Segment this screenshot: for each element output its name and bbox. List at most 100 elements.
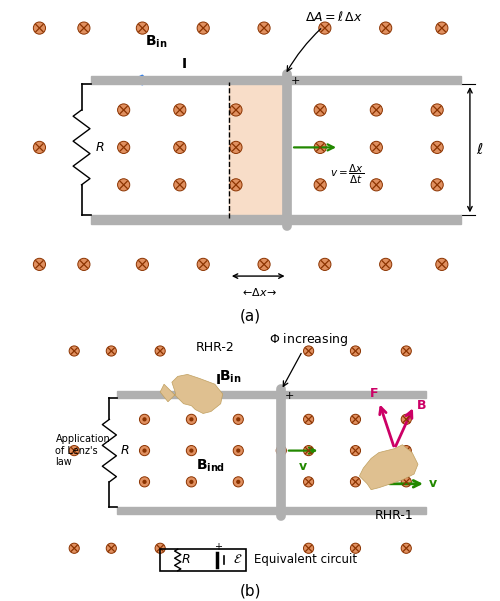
Circle shape: [78, 258, 90, 270]
Text: I: I: [182, 57, 187, 71]
Circle shape: [304, 346, 314, 356]
Circle shape: [237, 418, 240, 421]
Text: $\ell$: $\ell$: [476, 142, 483, 157]
Circle shape: [34, 141, 46, 153]
Circle shape: [118, 141, 130, 153]
Circle shape: [140, 445, 149, 456]
Text: (b): (b): [240, 584, 261, 599]
Circle shape: [186, 414, 196, 424]
Circle shape: [401, 477, 411, 487]
Circle shape: [106, 346, 117, 356]
Circle shape: [174, 178, 186, 191]
Text: I: I: [216, 373, 222, 387]
Bar: [229, 84, 288, 215]
Circle shape: [230, 178, 242, 191]
Bar: [91, 215, 461, 224]
Circle shape: [237, 449, 240, 452]
Circle shape: [304, 445, 314, 456]
Circle shape: [136, 22, 148, 34]
Circle shape: [431, 178, 444, 191]
Circle shape: [401, 543, 411, 554]
Text: $\Delta A = \ell\,\Delta x$: $\Delta A = \ell\,\Delta x$: [287, 10, 363, 72]
Circle shape: [436, 258, 448, 270]
Text: F: F: [370, 387, 378, 400]
Circle shape: [380, 22, 392, 34]
Circle shape: [431, 141, 444, 153]
Circle shape: [380, 258, 392, 270]
Text: RHR-2: RHR-2: [196, 341, 234, 353]
Circle shape: [34, 22, 46, 34]
Text: Application
of Lenz's
law: Application of Lenz's law: [56, 434, 110, 467]
Text: R: R: [181, 554, 190, 567]
Text: R: R: [121, 444, 130, 457]
Circle shape: [233, 445, 243, 456]
Circle shape: [190, 480, 193, 483]
Bar: [160, 549, 246, 571]
Circle shape: [143, 449, 146, 452]
Text: +: +: [291, 76, 300, 86]
Bar: [117, 391, 426, 398]
Text: (a): (a): [240, 308, 260, 323]
Circle shape: [190, 449, 193, 452]
Circle shape: [143, 480, 146, 483]
Circle shape: [140, 477, 149, 487]
Circle shape: [230, 141, 242, 153]
Circle shape: [34, 258, 46, 270]
Text: +: +: [214, 542, 222, 552]
Circle shape: [118, 178, 130, 191]
Text: $\mathbf{B}_\mathbf{in}$: $\mathbf{B}_\mathbf{in}$: [220, 368, 242, 385]
Text: $\mathcal{E}$: $\mathcal{E}$: [233, 554, 242, 567]
Circle shape: [350, 477, 360, 487]
Circle shape: [136, 258, 148, 270]
Circle shape: [304, 477, 314, 487]
Circle shape: [186, 477, 196, 487]
Circle shape: [314, 141, 326, 153]
Text: $\leftarrow\!\Delta x\!\rightarrow$: $\leftarrow\!\Delta x\!\rightarrow$: [240, 286, 277, 298]
Circle shape: [304, 414, 314, 424]
Circle shape: [370, 104, 382, 116]
Circle shape: [155, 346, 165, 356]
Text: $\mathbf{B}_\mathbf{in}$: $\mathbf{B}_\mathbf{in}$: [146, 34, 168, 50]
Circle shape: [431, 104, 444, 116]
Polygon shape: [360, 445, 418, 490]
Text: $\mathbf{v}$: $\mathbf{v}$: [298, 460, 308, 474]
Circle shape: [319, 258, 331, 270]
Circle shape: [118, 104, 130, 116]
Circle shape: [401, 346, 411, 356]
Circle shape: [155, 543, 165, 554]
Text: RHR-1: RHR-1: [375, 508, 414, 522]
Text: R: R: [96, 141, 104, 154]
Circle shape: [370, 141, 382, 153]
Circle shape: [314, 178, 326, 191]
Circle shape: [370, 178, 382, 191]
Circle shape: [319, 22, 331, 34]
Circle shape: [237, 480, 240, 483]
Bar: [91, 76, 461, 84]
Text: $\Phi$ increasing: $\Phi$ increasing: [269, 331, 348, 386]
Circle shape: [304, 543, 314, 554]
Circle shape: [140, 414, 149, 424]
Circle shape: [186, 445, 196, 456]
Circle shape: [350, 543, 360, 554]
Circle shape: [350, 445, 360, 456]
Circle shape: [190, 418, 193, 421]
Text: $v = \dfrac{\Delta x}{\Delta t}$: $v = \dfrac{\Delta x}{\Delta t}$: [330, 163, 364, 186]
Text: B: B: [417, 399, 426, 412]
Circle shape: [276, 445, 286, 456]
Circle shape: [78, 22, 90, 34]
Circle shape: [350, 346, 360, 356]
Text: +: +: [284, 391, 294, 401]
Circle shape: [143, 418, 146, 421]
Circle shape: [401, 445, 411, 456]
Circle shape: [174, 141, 186, 153]
Circle shape: [174, 104, 186, 116]
Circle shape: [258, 258, 270, 270]
Circle shape: [69, 543, 80, 554]
Text: $\mathbf{v}$: $\mathbf{v}$: [428, 477, 438, 490]
Circle shape: [197, 22, 209, 34]
Circle shape: [350, 414, 360, 424]
Circle shape: [258, 22, 270, 34]
Circle shape: [401, 414, 411, 424]
Bar: [117, 507, 426, 514]
Circle shape: [436, 22, 448, 34]
